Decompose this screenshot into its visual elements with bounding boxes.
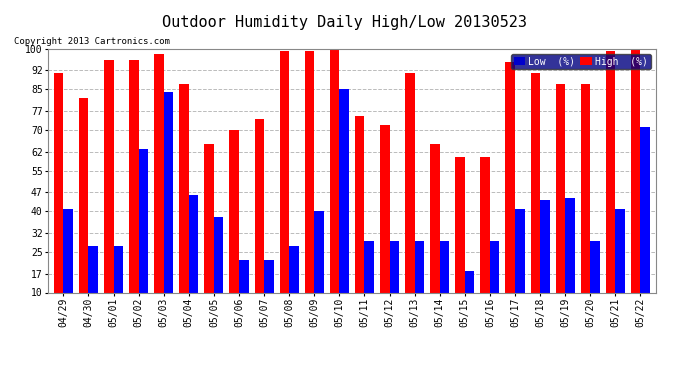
Bar [590,241,600,292]
Bar [289,246,299,292]
Bar [114,246,123,292]
Bar [88,246,98,292]
Bar [230,130,239,292]
Bar [154,54,164,292]
Bar [54,73,63,292]
Bar [480,157,490,292]
Bar [415,241,424,292]
Bar [615,209,625,292]
Bar [139,149,148,292]
Bar [305,51,314,292]
Bar [239,260,248,292]
Text: Copyright 2013 Cartronics.com: Copyright 2013 Cartronics.com [14,38,170,46]
Bar [279,51,289,292]
Bar [390,241,399,292]
Bar [339,89,349,292]
Bar [204,144,214,292]
Bar [179,84,189,292]
Bar [440,241,449,292]
Bar [606,51,615,292]
Bar [129,60,139,292]
Bar [455,157,465,292]
Bar [164,92,173,292]
Bar [540,200,550,292]
Bar [330,49,339,292]
Bar [264,260,274,292]
Bar [581,84,590,292]
Bar [405,73,415,292]
Bar [490,241,500,292]
Bar [63,209,73,292]
Text: Outdoor Humidity Daily High/Low 20130523: Outdoor Humidity Daily High/Low 20130523 [163,15,527,30]
Bar [214,217,224,292]
Bar [380,124,390,292]
Bar [631,49,640,292]
Bar [515,209,524,292]
Bar [79,98,88,292]
Bar [355,117,364,292]
Legend: Low  (%), High  (%): Low (%), High (%) [511,54,651,69]
Bar [430,144,440,292]
Bar [506,62,515,292]
Bar [640,127,650,292]
Bar [555,84,565,292]
Bar [189,195,198,292]
Bar [104,60,114,292]
Bar [255,119,264,292]
Bar [364,241,374,292]
Bar [465,271,474,292]
Bar [531,73,540,292]
Bar [565,198,575,292]
Bar [314,211,324,292]
